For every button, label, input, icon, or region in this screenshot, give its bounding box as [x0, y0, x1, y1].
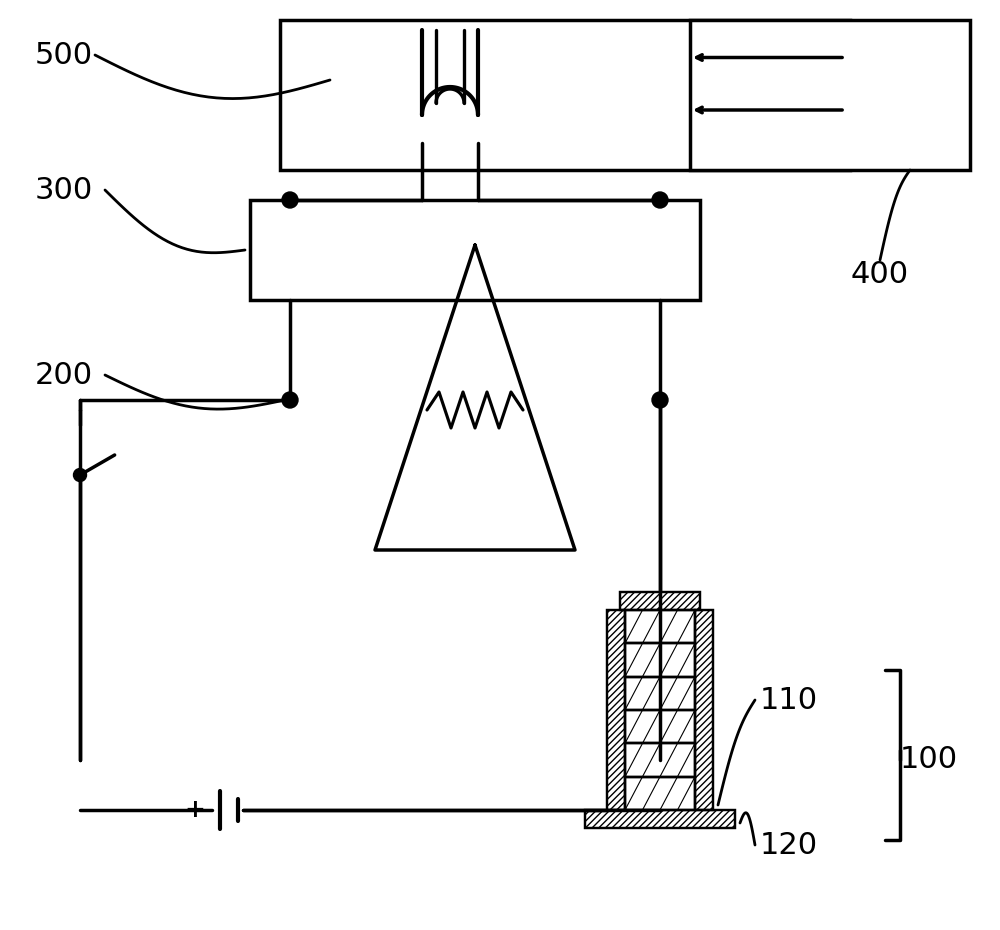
Bar — [625, 710, 695, 743]
Circle shape — [282, 192, 298, 208]
Bar — [695, 610, 713, 810]
Circle shape — [74, 469, 87, 482]
Circle shape — [282, 392, 298, 408]
Text: 110: 110 — [760, 685, 818, 714]
Bar — [585, 810, 735, 828]
Bar — [695, 610, 713, 810]
Bar — [620, 592, 700, 610]
Bar — [620, 592, 700, 610]
Bar — [625, 677, 695, 710]
Bar — [690, 20, 970, 170]
Text: 400: 400 — [851, 260, 909, 289]
Bar — [625, 610, 695, 644]
Text: 300: 300 — [35, 176, 93, 205]
Bar — [280, 20, 850, 170]
Text: −: − — [253, 798, 274, 822]
Text: 120: 120 — [760, 830, 818, 859]
Bar — [625, 743, 695, 777]
Text: +: + — [185, 798, 205, 822]
Text: 500: 500 — [35, 41, 93, 70]
Bar — [585, 810, 735, 828]
Bar — [250, 200, 700, 300]
Circle shape — [652, 392, 668, 408]
Text: 200: 200 — [35, 361, 93, 390]
Circle shape — [652, 192, 668, 208]
Bar — [607, 610, 625, 810]
Bar — [625, 777, 695, 810]
Text: 100: 100 — [900, 746, 958, 775]
Bar — [625, 644, 695, 677]
Bar — [607, 610, 625, 810]
